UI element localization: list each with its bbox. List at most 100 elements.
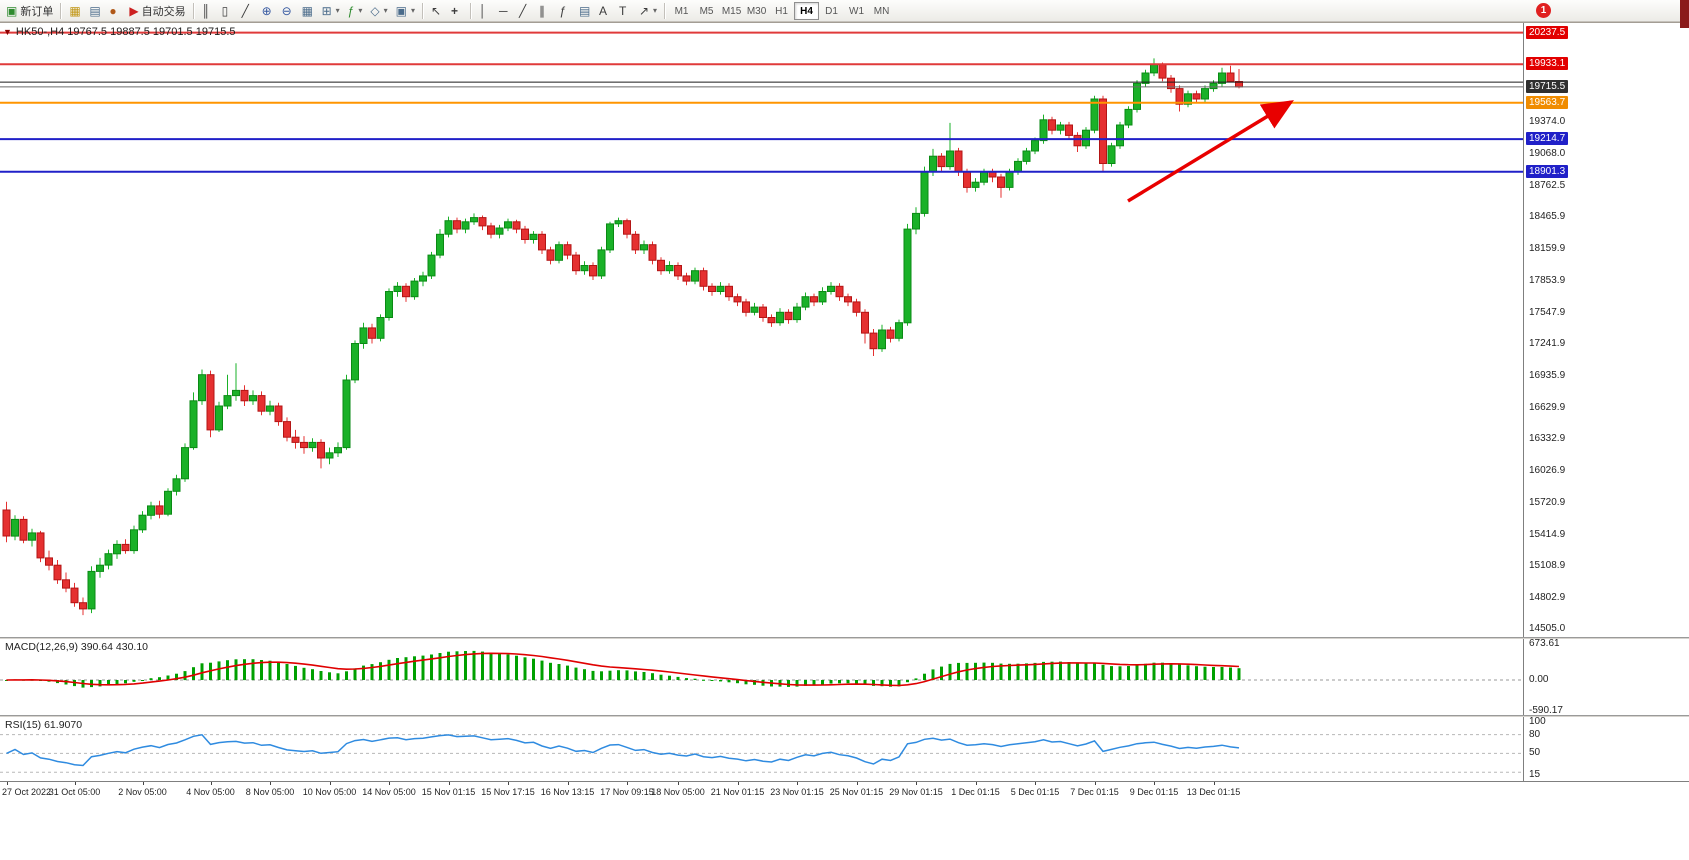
zoom-in-button[interactable]: ⊕ — [258, 1, 278, 21]
macd-histogram-bar — [727, 680, 731, 683]
signals-icon: ● — [109, 3, 117, 18]
cursor-button[interactable]: ↖ — [427, 1, 447, 21]
candle-body — [563, 244, 572, 256]
indicators-button[interactable]: ƒ ▾ — [344, 1, 367, 21]
horizontal-line-button[interactable]: ─ — [495, 1, 515, 21]
timeframe-d1-button[interactable]: D1 — [819, 2, 844, 20]
macd-histogram-bar — [659, 674, 663, 681]
macd-histogram-bar — [430, 654, 433, 681]
zoom-out-button[interactable]: ⊖ — [278, 1, 298, 21]
toolbar-separator — [664, 2, 667, 19]
candle-body — [827, 285, 835, 292]
arrange-button[interactable]: ⊞ ▾ — [318, 1, 344, 21]
templates-button[interactable]: ▣ ▾ — [392, 1, 419, 21]
macd-histogram-bar — [948, 663, 952, 680]
timeframe-m30-button[interactable]: M30 — [744, 2, 769, 20]
price-tick-label: 17547.9 — [1529, 306, 1566, 318]
timeframe-m1-button[interactable]: M1 — [669, 2, 694, 20]
text-label-button[interactable]: T — [615, 1, 635, 21]
crosshair-button[interactable]: + — [447, 1, 467, 21]
price-axis[interactable]: 20237.5 19933.1 19715.5 19563.7 19214.7 18901… — [1523, 23, 1689, 637]
symbol-marker-icon: ▼ — [3, 27, 12, 37]
macd-histogram-bar — [991, 662, 994, 680]
trend-arrow[interactable] — [1127, 100, 1294, 203]
candle-body — [529, 233, 538, 241]
macd-histogram-bar — [591, 670, 595, 680]
rsi-pane[interactable]: RSI(15) 61.9070 — [0, 717, 1523, 781]
candle-body — [623, 220, 631, 235]
timeframe-mn-button[interactable]: MN — [869, 2, 894, 20]
candle-body — [963, 171, 971, 188]
text-label-icon: T — [618, 3, 627, 18]
arrows-button[interactable]: ↗ ▾ — [635, 1, 661, 21]
candle-body — [810, 296, 818, 303]
bar-chart-button[interactable]: ║ — [198, 1, 218, 21]
trendline-button[interactable]: ╱ — [515, 1, 535, 21]
signals-button[interactable]: ● — [105, 1, 125, 21]
rsi-canvas — [0, 733, 1523, 773]
macd-pane[interactable]: MACD(12,26,9) 390.64 430.10 — [0, 639, 1523, 715]
time-axis-label: 14 Nov 05:00 — [362, 787, 416, 797]
macd-histogram-bar — [481, 651, 484, 681]
candle-body — [1107, 145, 1116, 165]
timeframe-h1-button[interactable]: H1 — [769, 2, 794, 20]
channel-button[interactable]: ∥ — [535, 1, 555, 21]
timeframe-m5-button[interactable]: M5 — [694, 2, 719, 20]
autotrading-button[interactable]: ▶ 自动交易 — [125, 1, 189, 21]
notification-badge[interactable]: 1 — [1536, 3, 1551, 18]
price-tick-label: 14802.9 — [1529, 592, 1566, 604]
time-axis-label: 16 Nov 13:15 — [540, 787, 595, 797]
timeframe-w1-button[interactable]: W1 — [844, 2, 869, 20]
text-button[interactable]: A — [595, 1, 615, 21]
periods-button[interactable]: ◇ ▾ — [366, 1, 391, 21]
fibonacci-icon: ƒ — [558, 3, 566, 18]
timeframe-m15-button[interactable]: M15 — [719, 2, 744, 20]
candle-body — [427, 254, 436, 277]
candle-body — [300, 441, 308, 449]
macd-axis-label: -590.17 — [1529, 705, 1563, 717]
candle-body — [36, 532, 45, 559]
candle-body — [274, 405, 283, 423]
candle-body — [538, 233, 546, 251]
macd-histogram-bar — [940, 666, 943, 681]
candle-body — [478, 217, 487, 227]
candle-body — [393, 285, 402, 292]
chevron-down-icon: ▾ — [410, 6, 415, 15]
time-axis-label: 23 Nov 01:15 — [770, 787, 824, 797]
new-chart-button[interactable]: ▦ — [65, 1, 85, 21]
zoom-out-icon: ⊖ — [281, 3, 292, 18]
macd-histogram-bar — [1008, 663, 1011, 681]
pane-splitter[interactable] — [0, 637, 1689, 639]
price-line-label: 19933.1 — [1526, 57, 1569, 71]
macd-histogram-bar — [600, 671, 603, 680]
price-line-label: 19563.7 — [1526, 95, 1569, 109]
candlestick-button[interactable]: ▯ — [218, 1, 238, 21]
candle-body — [750, 306, 759, 313]
main-price-pane[interactable]: ▼ HK50-,H4 19767.5 19887.5 19701.5 19715… — [0, 23, 1523, 637]
candle-body — [376, 317, 385, 339]
trendline-icon: ╱ — [518, 3, 527, 18]
pane-splitter[interactable] — [0, 715, 1689, 717]
macd-histogram-bar — [625, 670, 629, 680]
rsi-axis-label: 100 — [1529, 716, 1546, 728]
macd-histogram-bar — [557, 664, 561, 680]
candle-body — [878, 329, 886, 350]
tile-windows-button[interactable]: ▦ — [298, 1, 318, 21]
macd-histogram-bar — [829, 680, 833, 684]
new-order-button[interactable]: ▣ 新订单 — [2, 1, 57, 21]
macd-histogram-bar — [345, 671, 348, 680]
line-chart-button[interactable]: ╱ — [238, 1, 258, 21]
grid-button[interactable]: ▤ — [575, 1, 595, 21]
macd-histogram-bar — [1110, 666, 1113, 681]
timeframe-h4-button[interactable]: H4 — [794, 1, 820, 20]
profiles-button[interactable]: ▤ — [85, 1, 105, 21]
time-axis[interactable]: 27 Oct 2022 31 Oct 05:00 2 Nov 05:00 4 Nov … — [0, 781, 1689, 802]
candle-body — [733, 296, 742, 303]
candle-body — [317, 441, 325, 459]
fibonacci-button[interactable]: ƒ — [555, 1, 575, 21]
macd-histogram-bar — [294, 665, 297, 680]
macd-histogram-bar — [311, 669, 314, 681]
macd-histogram-bar — [838, 680, 841, 684]
vertical-line-button[interactable]: │ — [475, 1, 495, 21]
time-axis-tick — [1154, 782, 1155, 785]
